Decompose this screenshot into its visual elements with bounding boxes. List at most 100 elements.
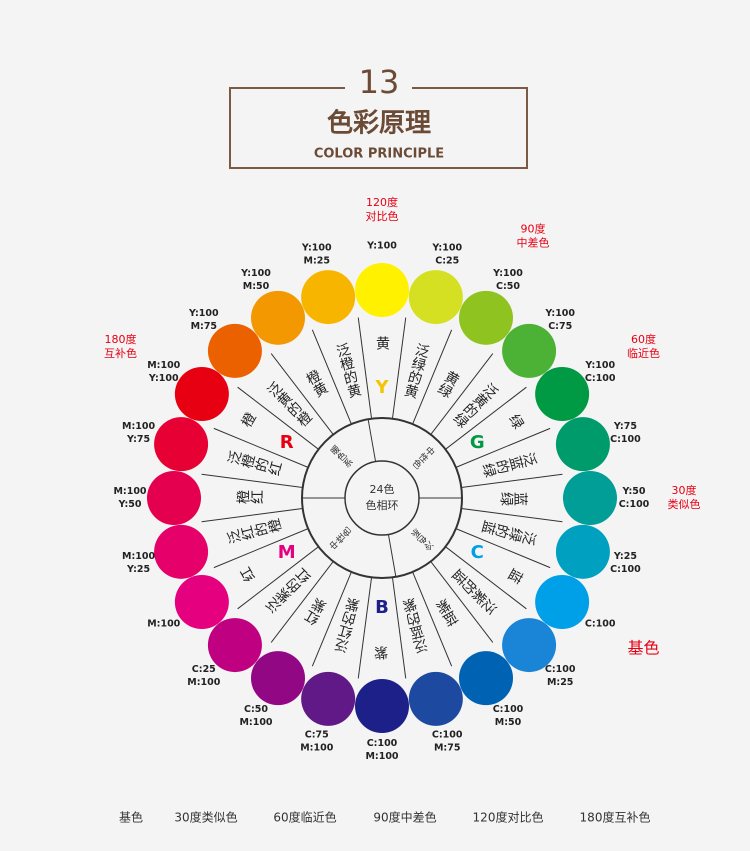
cmyk-code: M:50 <box>243 281 270 292</box>
cmyk-code: M:75 <box>434 742 460 753</box>
color-swatch <box>563 471 617 525</box>
sector-divider <box>201 507 303 523</box>
cmyk-code: C:100 <box>610 564 641 575</box>
cmyk-code: C:100 <box>493 704 524 715</box>
sector-divider <box>311 329 352 425</box>
color-swatch <box>301 270 356 325</box>
cmyk-code: C:100 <box>585 373 616 384</box>
color-swatch <box>355 679 409 733</box>
color-swatch <box>535 575 590 629</box>
cmyk-code: Y:75 <box>613 421 637 432</box>
angle-note: 临近色 <box>627 346 660 360</box>
cmyk-code: M:100 <box>365 751 398 762</box>
color-letter: B <box>375 597 389 618</box>
cmyk-code: C:75 <box>548 321 572 332</box>
color-name: 蓝绿 <box>500 490 528 506</box>
angle-note: 30度 <box>672 483 697 497</box>
color-swatch <box>207 323 262 378</box>
cmyk-code: M:75 <box>191 321 217 332</box>
color-swatch <box>555 524 610 579</box>
sector-divider <box>237 546 319 610</box>
cmyk-code: Y:100 <box>584 360 615 371</box>
cmyk-code: M:50 <box>495 717 522 728</box>
color-swatch <box>207 618 262 673</box>
legend-item: 基色 <box>119 811 143 825</box>
cmyk-code: Y:100 <box>492 268 523 279</box>
sector-divider <box>270 561 334 643</box>
header-number: 13 <box>359 63 400 101</box>
center-label: 24色 <box>370 482 395 496</box>
legend-item: 180度互补色 <box>580 810 651 825</box>
sector-divider <box>213 427 309 468</box>
header-subtitle: COLOR PRINCIPLE <box>314 147 444 162</box>
color-letter: R <box>280 432 294 453</box>
cmyk-code: Y:100 <box>188 308 219 319</box>
sector-divider <box>311 571 352 667</box>
sector-divider <box>213 528 309 569</box>
cmyk-code: C:100 <box>367 738 398 749</box>
color-swatch <box>251 290 305 345</box>
color-swatch <box>459 651 513 706</box>
color-swatch <box>555 417 610 472</box>
angle-note: 90度 <box>521 221 546 235</box>
cmyk-code: C:100 <box>610 434 641 445</box>
cmyk-code: C:50 <box>244 704 268 715</box>
sector-divider <box>357 317 373 419</box>
cmyk-code: M:100 <box>122 551 155 562</box>
cmyk-code: M:100 <box>147 360 180 371</box>
cmyk-code: Y:100 <box>240 268 271 279</box>
angle-note: 互补色 <box>104 346 137 360</box>
cmyk-code: C:100 <box>545 664 576 675</box>
sector-divider <box>270 353 334 435</box>
color-name: 紫 <box>374 646 390 660</box>
color-swatch <box>147 471 201 525</box>
cmyk-code: Y:100 <box>366 241 397 252</box>
cmyk-code: Y:50 <box>621 486 645 497</box>
center-ring <box>344 460 420 536</box>
cmyk-code: Y:75 <box>126 434 150 445</box>
sector-divider <box>430 353 494 435</box>
cmyk-code: Y:100 <box>301 243 332 254</box>
angle-note: 180度 <box>104 332 136 346</box>
sector-divider <box>461 507 563 523</box>
color-swatch <box>301 671 356 726</box>
color-swatch <box>459 290 513 345</box>
cmyk-code: M:100 <box>187 677 220 688</box>
center-label: 色相环 <box>366 498 399 512</box>
color-swatch <box>535 367 590 421</box>
cmyk-code: M:25 <box>547 677 573 688</box>
legend-item: 90度中差色 <box>373 810 436 825</box>
sector-divider <box>412 571 453 667</box>
color-letter: Y <box>374 377 389 398</box>
angle-note: 60度 <box>631 332 656 346</box>
cmyk-code: C:75 <box>305 729 329 740</box>
cmyk-code: M:25 <box>304 256 330 267</box>
color-letter: C <box>471 542 484 563</box>
cmyk-code: Y:25 <box>613 551 637 562</box>
cmyk-code: Y:100 <box>148 373 179 384</box>
color-swatch <box>174 367 229 421</box>
sector-divider <box>445 386 527 450</box>
sector-divider <box>455 427 551 468</box>
cmyk-code: Y:100 <box>431 243 462 254</box>
legend-item: 60度临近色 <box>273 810 336 825</box>
sector-divider <box>201 473 303 489</box>
color-swatch <box>154 417 209 472</box>
sector-divider <box>237 386 319 450</box>
angle-note: 基色 <box>628 639 660 658</box>
color-name: 橙红 <box>236 490 264 506</box>
color-swatch <box>502 323 557 378</box>
angle-note: 对比色 <box>366 209 399 223</box>
color-swatch <box>502 618 557 673</box>
color-name: 黄 <box>374 335 390 350</box>
sector-divider <box>391 317 407 419</box>
color-swatch <box>174 575 229 629</box>
sector-divider <box>391 577 407 679</box>
legend-item: 120度对比色 <box>473 810 544 825</box>
color-swatch <box>408 270 463 325</box>
angle-note: 类似色 <box>668 497 701 511</box>
cmyk-code: M:100 <box>113 486 146 497</box>
legend-item: 30度类似色 <box>174 810 237 825</box>
angle-note: 120度 <box>366 195 398 209</box>
